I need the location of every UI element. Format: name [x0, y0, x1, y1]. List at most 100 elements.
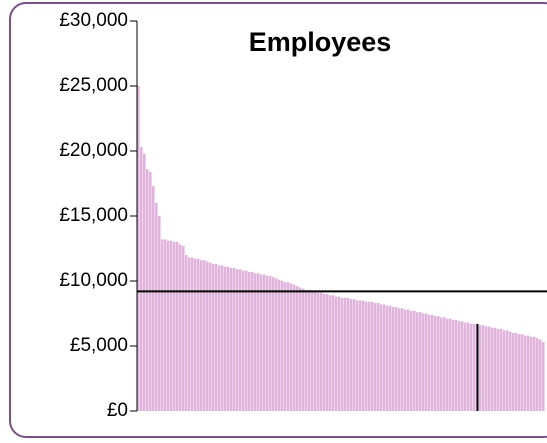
- bar: [362, 300, 365, 411]
- bar: [422, 313, 425, 411]
- bar: [302, 288, 305, 411]
- bar: [326, 294, 329, 411]
- bar: [446, 318, 449, 411]
- bar: [140, 147, 143, 411]
- bar: [296, 286, 299, 411]
- bar: [233, 268, 236, 411]
- bar: [260, 274, 263, 411]
- bar: [518, 334, 521, 411]
- y-tick-label: £0: [107, 400, 128, 421]
- bar: [323, 294, 326, 411]
- bar: [221, 265, 224, 411]
- bar: [359, 300, 362, 411]
- bar: [161, 239, 164, 411]
- bar: [386, 305, 389, 411]
- bar: [146, 169, 149, 411]
- bar: [203, 260, 206, 411]
- bar: [458, 321, 461, 411]
- bar: [398, 308, 401, 411]
- axes: £0 £5,000 £10,000 £15,000 £20,000 £25,000 £30,…: [59, 10, 547, 421]
- bar: [314, 291, 317, 411]
- bar: [278, 279, 281, 411]
- bar: [290, 283, 293, 411]
- bar: [530, 336, 533, 411]
- bar: [449, 318, 452, 411]
- bar: [215, 264, 218, 411]
- bar: [503, 330, 506, 411]
- bar: [344, 297, 347, 411]
- bar: [320, 292, 323, 411]
- bar: [419, 312, 422, 411]
- bar: [353, 299, 356, 411]
- bar: [236, 269, 239, 411]
- y-tick-label: £15,000: [59, 205, 128, 226]
- bar: [230, 268, 233, 411]
- bar: [533, 336, 536, 411]
- bar: [155, 203, 158, 411]
- bar: [350, 299, 353, 411]
- bar: [494, 327, 497, 411]
- bar: [266, 275, 269, 411]
- bar: [329, 295, 332, 411]
- bar: [431, 314, 434, 411]
- bar: [380, 304, 383, 411]
- y-tick-label: £25,000: [59, 75, 128, 96]
- chart-title: Employees: [249, 27, 392, 57]
- bar: [368, 301, 371, 411]
- bar: [377, 303, 380, 411]
- bar: [287, 282, 290, 411]
- bar: [440, 317, 443, 411]
- bar: [461, 321, 464, 411]
- bar: [455, 320, 458, 411]
- bar: [389, 305, 392, 411]
- bar: [338, 296, 341, 411]
- bar: [143, 153, 146, 411]
- bar: [206, 261, 209, 411]
- bar: [176, 242, 179, 411]
- bar: [239, 269, 242, 411]
- bar: [356, 300, 359, 411]
- bar: [500, 329, 503, 411]
- bar: [281, 281, 284, 411]
- bar: [479, 325, 482, 411]
- bar: [401, 308, 404, 411]
- bar: [254, 273, 257, 411]
- bar: [374, 303, 377, 411]
- bar: [200, 260, 203, 411]
- y-tick-label: £20,000: [59, 140, 128, 161]
- bar: [347, 297, 350, 411]
- bar: [188, 257, 191, 411]
- bar: [407, 309, 410, 411]
- bar: [284, 282, 287, 411]
- bar: [275, 278, 278, 411]
- bar: [542, 342, 545, 411]
- bar: [251, 271, 254, 411]
- bar: [467, 322, 470, 411]
- bar: [512, 333, 515, 411]
- bar: [434, 316, 437, 411]
- bar: [383, 304, 386, 411]
- bar: [473, 323, 476, 411]
- bar: [371, 301, 374, 411]
- bar: [416, 312, 419, 411]
- bar: [308, 290, 311, 411]
- bar: [269, 275, 272, 411]
- bar: [524, 335, 527, 411]
- bar: [485, 326, 488, 411]
- bar: [299, 287, 302, 411]
- bar: [170, 240, 173, 411]
- bar: [410, 310, 413, 411]
- bar: [182, 245, 185, 411]
- bar: [173, 242, 176, 411]
- bar: [404, 309, 407, 411]
- bars: [137, 86, 545, 411]
- bar: [185, 255, 188, 411]
- bar: [209, 262, 212, 411]
- bar: [527, 335, 530, 411]
- bar: [197, 258, 200, 411]
- bar: [194, 258, 197, 411]
- bar: [488, 326, 491, 411]
- bar: [413, 310, 416, 411]
- bar: [158, 216, 161, 411]
- bar: [506, 330, 509, 411]
